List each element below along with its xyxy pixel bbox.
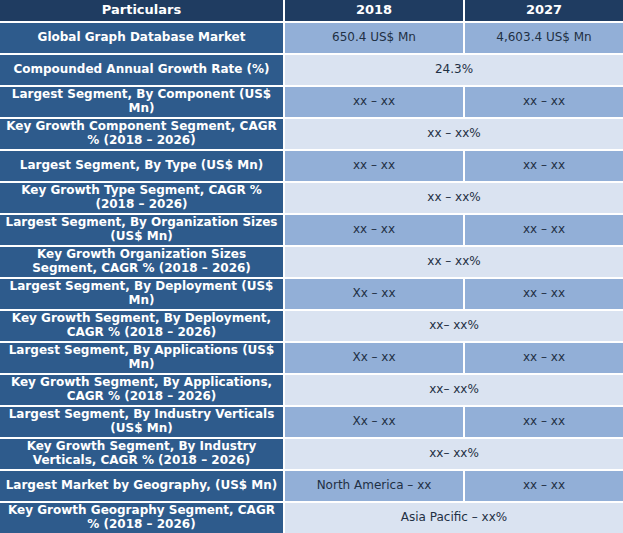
value-2027-largest-deployment: xx – xx — [465, 279, 623, 309]
value-span-growth-deployment: xx– xx% — [285, 311, 623, 341]
value-span-growth-type: xx – xx% — [285, 183, 623, 213]
value-2018-largest-applications: Xx – xx — [285, 343, 463, 373]
row-label-growth-geography: Key Growth Geography Segment, CAGR % (20… — [0, 503, 283, 533]
row-label-largest-geography: Largest Market by Geography, (US$ Mn) — [0, 471, 283, 501]
row-label-growth-applications: Key Growth Segment, By Applications, CAG… — [0, 375, 283, 405]
row-label-largest-applications: Largest Segment, By Applications (US$ Mn… — [0, 343, 283, 373]
column-header-particulars: Particulars — [0, 0, 283, 21]
row-label-growth-type: Key Growth Type Segment, CAGR % (2018 – … — [0, 183, 283, 213]
row-label-growth-component: Key Growth Component Segment, CAGR % (20… — [0, 119, 283, 149]
row-label-cagr: Compounded Annual Growth Rate (%) — [0, 55, 283, 85]
value-2018-global-market: 650.4 US$ Mn — [285, 23, 463, 53]
value-2027-largest-orgsize: xx – xx — [465, 215, 623, 245]
value-span-growth-orgsize: xx – xx% — [285, 247, 623, 277]
value-2027-largest-type: xx – xx — [465, 151, 623, 181]
value-2018-largest-orgsize: xx – xx — [285, 215, 463, 245]
value-2018-largest-geography: North America – xx — [285, 471, 463, 501]
row-label-growth-deployment: Key Growth Segment, By Deployment, CAGR … — [0, 311, 283, 341]
row-label-largest-component: Largest Segment, By Component (US$ Mn) — [0, 87, 283, 117]
value-2027-global-market: 4,603.4 US$ Mn — [465, 23, 623, 53]
value-2018-largest-type: xx – xx — [285, 151, 463, 181]
row-label-largest-orgsize: Largest Segment, By Organization Sizes (… — [0, 215, 283, 245]
row-label-global-market: Global Graph Database Market — [0, 23, 283, 53]
row-label-growth-orgsize: Key Growth Organization Sizes Segment, C… — [0, 247, 283, 277]
market-summary-table: Particulars 2018 2027 Global Graph Datab… — [0, 0, 623, 533]
value-2027-largest-component: xx – xx — [465, 87, 623, 117]
value-span-growth-verticals: xx– xx% — [285, 439, 623, 469]
row-label-largest-deployment: Largest Segment, By Deployment (US$ Mn) — [0, 279, 283, 309]
value-2018-largest-component: xx – xx — [285, 87, 463, 117]
column-header-2018: 2018 — [285, 0, 463, 21]
value-span-growth-geography: Asia Pacific – xx% — [285, 503, 623, 533]
value-2027-largest-verticals: xx – xx — [465, 407, 623, 437]
row-label-largest-verticals: Largest Segment, By Industry Verticals (… — [0, 407, 283, 437]
value-2018-largest-deployment: Xx – xx — [285, 279, 463, 309]
value-span-growth-component: xx – xx% — [285, 119, 623, 149]
row-label-largest-type: Largest Segment, By Type (US$ Mn) — [0, 151, 283, 181]
value-span-cagr: 24.3% — [285, 55, 623, 85]
value-span-growth-applications: xx– xx% — [285, 375, 623, 405]
value-2027-largest-geography: xx – xx — [465, 471, 623, 501]
value-2018-largest-verticals: Xx – xx — [285, 407, 463, 437]
column-header-2027: 2027 — [465, 0, 623, 21]
value-2027-largest-applications: xx – xx — [465, 343, 623, 373]
row-label-growth-verticals: Key Growth Segment, By Industry Vertical… — [0, 439, 283, 469]
